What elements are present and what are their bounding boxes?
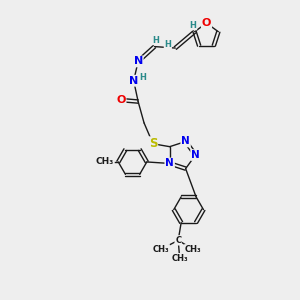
Text: N: N	[165, 158, 174, 168]
Text: H: H	[152, 35, 159, 44]
Text: CH₃: CH₃	[153, 245, 169, 254]
Text: N: N	[191, 150, 200, 160]
Text: S: S	[149, 137, 157, 150]
Text: O: O	[202, 18, 211, 28]
Text: N: N	[134, 56, 143, 66]
Text: N: N	[129, 76, 138, 86]
Text: H: H	[164, 40, 171, 49]
Text: CH₃: CH₃	[185, 245, 201, 254]
Text: O: O	[116, 95, 126, 105]
Text: CH₃: CH₃	[96, 158, 114, 166]
Text: C: C	[175, 236, 181, 245]
Text: H: H	[190, 21, 196, 30]
Text: N: N	[181, 136, 190, 146]
Text: H: H	[139, 73, 146, 82]
Text: CH₃: CH₃	[171, 254, 188, 263]
